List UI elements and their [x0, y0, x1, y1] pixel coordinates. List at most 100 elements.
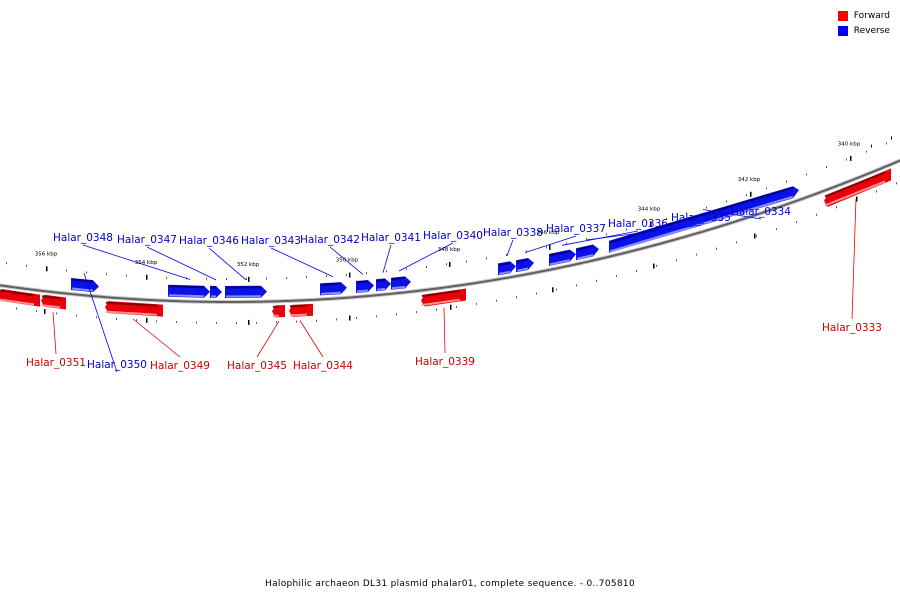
minor-tick: [26, 264, 27, 267]
minor-tick: [86, 271, 87, 274]
scale-label: 346 kbp: [537, 230, 560, 236]
minor-tick: [636, 270, 637, 273]
minor-tick: [606, 233, 607, 236]
reverse-swatch: [837, 25, 848, 36]
minor-tick: [716, 247, 717, 250]
gene-arrow-halar_0348-highlight: [168, 294, 205, 298]
major-tick: [248, 319, 250, 325]
gene-arrow-halar_0347: [210, 285, 222, 298]
legend-forward-label: Forward: [853, 10, 890, 21]
gene-label-halar_0346: Halar_0346: [179, 235, 239, 247]
gene-arrow-halar_0333: [824, 168, 891, 207]
gene-label-halar_0351: Halar_0351: [26, 357, 86, 369]
minor-tick: [666, 218, 667, 221]
gene-label-halar_0336: Halar_0336: [608, 218, 668, 230]
minor-tick: [646, 223, 647, 226]
leader-line: [524, 235, 577, 253]
minor-tick: [226, 278, 227, 280]
minor-tick: [336, 318, 337, 321]
gene-arrow-halar_0339-highlight: [421, 298, 461, 306]
gene-label-halar_0342: Halar_0342: [300, 234, 360, 246]
minor-tick: [776, 228, 777, 231]
minor-tick: [446, 263, 447, 266]
minor-tick: [276, 321, 277, 324]
minor-tick: [386, 270, 387, 273]
minor-tick: [286, 277, 287, 279]
scale-label: 356 kbp: [35, 251, 58, 257]
leader-line: [208, 247, 247, 281]
leader-line: [851, 198, 857, 320]
major-tick: [754, 233, 756, 239]
gene-arrow-halar_0342: [356, 280, 374, 293]
minor-tick: [616, 275, 617, 278]
gene-arrow-halar_0341-shade: [376, 278, 386, 282]
minor-tick: [136, 319, 137, 322]
minor-tick: [66, 269, 67, 272]
minor-tick: [366, 272, 367, 275]
minor-tick: [486, 257, 487, 260]
gene-arrow-halar_0339-shade: [421, 289, 461, 297]
minor-tick: [756, 234, 757, 237]
gene-arrow-halar_0336-highlight: [549, 259, 571, 266]
gene-label-halar_0335: Halar_0335: [671, 212, 731, 224]
minor-tick: [676, 259, 677, 262]
minor-tick: [656, 264, 657, 267]
major-tick: [44, 309, 46, 315]
minor-tick: [706, 206, 707, 209]
minor-tick: [566, 242, 567, 245]
minor-tick: [36, 310, 37, 313]
gene-arrow-halar_0334-highlight: [609, 195, 794, 253]
leader-line: [443, 307, 446, 354]
minor-tick: [56, 312, 57, 315]
minor-tick: [346, 273, 347, 276]
minor-tick: [306, 276, 307, 279]
gene-arrow-halar_0344-highlight: [289, 313, 308, 317]
minor-tick: [806, 173, 807, 176]
gene-arrow-halar_0339: [421, 288, 466, 307]
minor-tick: [206, 277, 207, 280]
gene-label-halar_0337: Halar_0337: [546, 223, 606, 235]
minor-tick: [726, 200, 727, 203]
gene-label-halar_0350: Halar_0350: [87, 359, 147, 371]
minor-tick: [516, 296, 517, 299]
gene-arrow-halar_0334: [609, 186, 799, 253]
minor-tick: [736, 241, 737, 244]
major-tick: [871, 144, 872, 148]
major-tick: [450, 304, 452, 310]
scale-label: 352 kbp: [237, 262, 260, 268]
minor-tick: [196, 321, 197, 324]
minor-tick: [626, 228, 627, 231]
gene-arrow-halar_0348-shade: [168, 285, 205, 289]
gene-arrow-halar_0343-highlight: [320, 291, 342, 295]
minor-tick: [96, 316, 97, 319]
gene-arrow-halar_0351-shade: [41, 295, 61, 300]
major-tick: [750, 191, 752, 197]
gene-arrow-partial-highlight: [0, 298, 35, 306]
minor-tick: [846, 158, 847, 161]
gene-arrow-halar_0340-shade: [391, 276, 406, 281]
gene-arrow-halar_0351-highlight: [41, 304, 61, 309]
leader-line: [52, 312, 57, 355]
major-tick: [549, 244, 551, 250]
minor-tick: [546, 246, 547, 249]
minor-tick: [16, 307, 17, 310]
minor-tick: [426, 265, 427, 268]
minor-tick: [246, 277, 247, 280]
leader-line: [83, 273, 118, 373]
minor-tick: [406, 268, 407, 271]
major-tick: [248, 276, 250, 282]
major-tick: [850, 155, 852, 161]
gene-label-halar_0348: Halar_0348: [53, 232, 113, 244]
gene-arrow-halar_0346: [225, 285, 267, 298]
minor-tick: [296, 320, 297, 323]
minor-tick: [436, 308, 437, 311]
minor-tick: [126, 274, 127, 277]
gene-arrow-halar_0333-shade: [824, 171, 886, 198]
minor-tick: [826, 166, 827, 169]
gene-arrow-halar_0345: [272, 305, 285, 318]
gene-label-halar_0338: Halar_0338: [483, 227, 543, 239]
gene-arrow-halar_0341-highlight: [376, 287, 386, 291]
minor-tick: [316, 319, 317, 322]
leader-line: [506, 239, 514, 256]
